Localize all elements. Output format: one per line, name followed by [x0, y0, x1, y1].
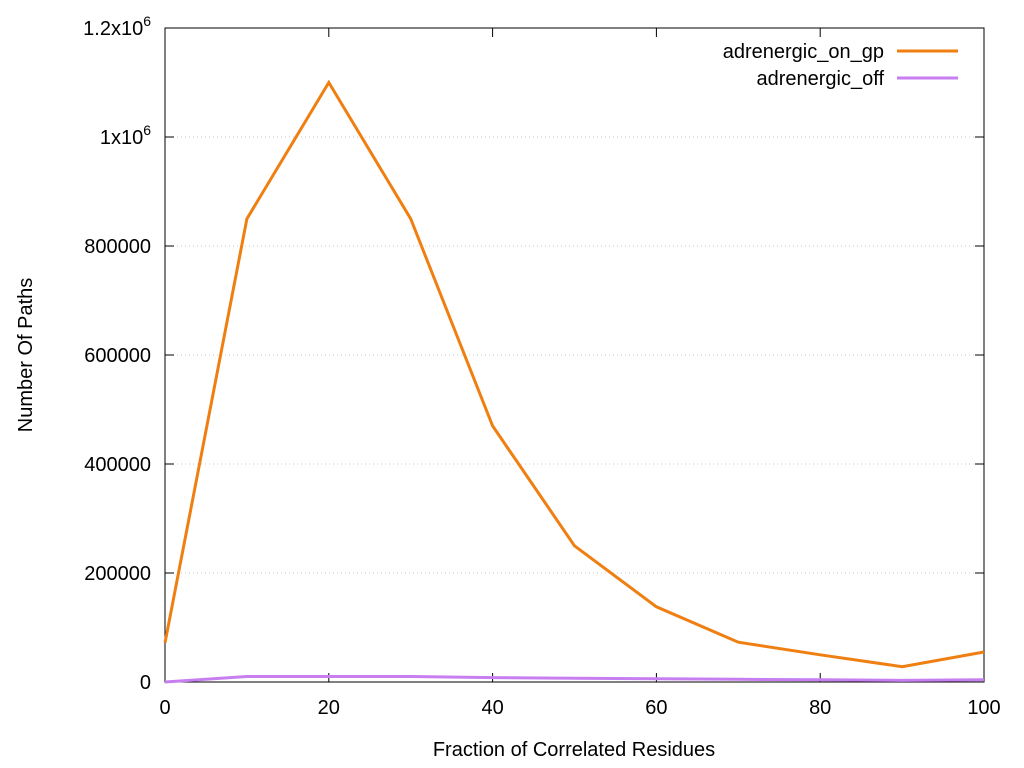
y-axis-title: Number Of Paths: [15, 278, 37, 433]
series-line-adrenergic-on-gp: [163, 79, 985, 669]
y-tick-label: 200000: [84, 563, 151, 585]
y-tick-label: 600000: [84, 345, 151, 367]
axis-ticks: [164, 27, 985, 683]
y-tick-label: 800000: [84, 236, 151, 258]
x-tick-label: 20: [318, 697, 340, 719]
legend: adrenergic_on_gp adrenergic_off: [723, 41, 958, 90]
x-tick-label: 80: [809, 697, 831, 719]
legend-label: adrenergic_off: [757, 68, 885, 90]
y-tick-label: 0: [140, 672, 151, 694]
grid-lines: [165, 136, 984, 574]
series-lines: [163, 79, 985, 684]
y-axis-tick-labels: 0 200000 400000 600000 800000 1x106 1.2x106: [83, 13, 151, 694]
x-tick-label: 40: [481, 697, 503, 719]
y-tick-label: 400000: [84, 454, 151, 476]
x-tick-label: 100: [967, 697, 1000, 719]
x-axis-tick-labels: 0 20 40 60 80 100: [159, 697, 1000, 719]
x-axis-title: Fraction of Correlated Residues: [433, 739, 715, 761]
y-tick-label: 1.2x106: [83, 13, 151, 40]
series-line-adrenergic-off: [164, 675, 985, 684]
legend-label: adrenergic_on_gp: [723, 41, 884, 63]
x-tick-label: 0: [159, 697, 170, 719]
x-tick-label: 60: [645, 697, 667, 719]
y-tick-label: 1x106: [100, 122, 151, 149]
